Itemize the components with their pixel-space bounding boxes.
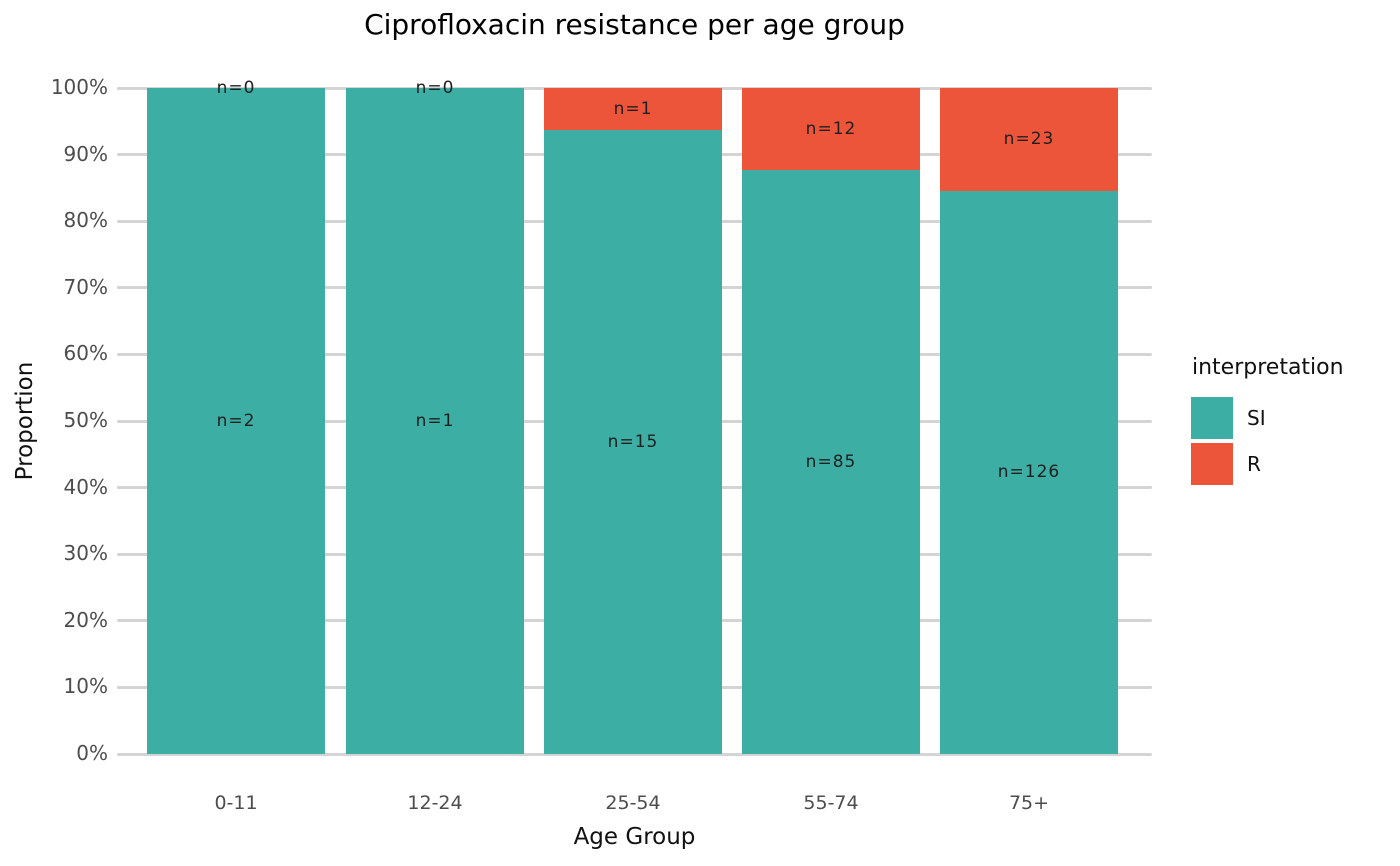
x-tick-label-0-11: 0-11 <box>214 792 258 814</box>
y-tick-label-90%: 90% <box>63 141 108 166</box>
x-axis-title: Age Group <box>573 824 696 850</box>
y-tick-label-10%: 10% <box>63 674 108 699</box>
y-tick-label-80%: 80% <box>63 208 108 233</box>
legend-swatch-si-icon <box>1191 397 1233 439</box>
bar-segment-si-75+ <box>940 190 1118 754</box>
x-tick-label-12-24: 12-24 <box>407 792 463 814</box>
bar-segment-si-0-11 <box>147 88 325 754</box>
bar-segment-si-55-74 <box>742 170 920 754</box>
y-tick-label-20%: 20% <box>63 607 108 632</box>
legend-item-si: SI <box>1191 397 1266 439</box>
bar-segment-r-55-74 <box>742 88 920 171</box>
chart-title: Ciprofloxacin resistance per age group <box>364 8 905 41</box>
x-tick-label-55-74: 55-74 <box>803 792 859 814</box>
bar-segment-si-25-54 <box>544 129 722 754</box>
legend-label-si: SI <box>1247 406 1266 430</box>
y-tick-label-60%: 60% <box>63 341 108 366</box>
bar-segment-si-12-24 <box>346 88 524 754</box>
y-tick-label-70%: 70% <box>63 274 108 299</box>
x-tick-label-25-54: 25-54 <box>605 792 661 814</box>
legend-title: interpretation <box>1192 355 1344 380</box>
legend-item-r: R <box>1191 443 1261 485</box>
y-tick-label-30%: 30% <box>63 541 108 566</box>
x-tick-label-75+: 75+ <box>1008 792 1050 814</box>
gridline-0% <box>117 752 1152 756</box>
bar-segment-r-75+ <box>940 88 1118 191</box>
legend-swatch-r-icon <box>1191 443 1233 485</box>
y-tick-label-50%: 50% <box>63 408 108 432</box>
y-tick-label-100%: 100% <box>50 75 108 99</box>
y-tick-label-40%: 40% <box>63 474 108 499</box>
bar-segment-r-25-54 <box>544 88 722 130</box>
legend-label-r: R <box>1247 452 1261 476</box>
y-tick-label-0%: 0% <box>76 741 108 765</box>
